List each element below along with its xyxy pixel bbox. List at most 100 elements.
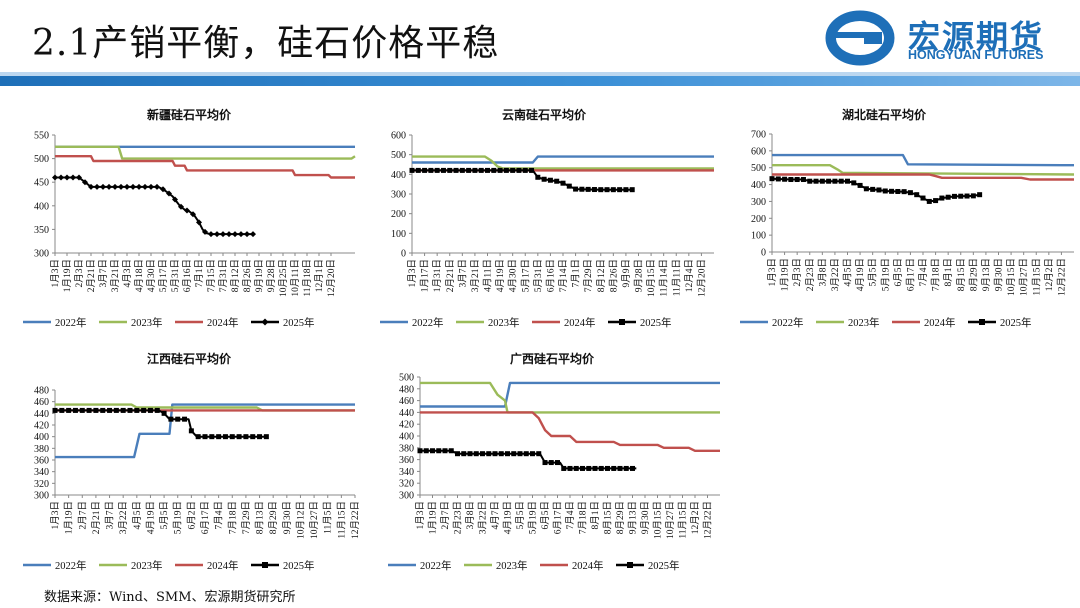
logo-english-text: HONGYUAN FUTURES bbox=[908, 48, 1044, 62]
x-tick-label: 8月15日 bbox=[956, 258, 967, 291]
data-point-marker bbox=[58, 174, 64, 181]
y-tick-label: 320 bbox=[34, 479, 49, 490]
data-point-marker bbox=[876, 187, 882, 193]
data-point-marker bbox=[160, 186, 166, 193]
data-point-marker bbox=[598, 465, 604, 471]
data-point-marker bbox=[554, 178, 560, 184]
y-tick-label: 350 bbox=[34, 225, 49, 236]
legend-label: 2025年 bbox=[283, 559, 315, 572]
data-point-marker bbox=[498, 451, 504, 457]
x-tick-label: 7月4日 bbox=[918, 258, 929, 287]
data-point-marker bbox=[236, 434, 242, 440]
data-point-marker bbox=[555, 460, 560, 466]
data-point-marker bbox=[605, 465, 610, 471]
data-point-marker bbox=[417, 448, 423, 454]
x-tick-label: 9月30日 bbox=[994, 258, 1005, 291]
data-point-marker bbox=[208, 231, 214, 238]
x-tick-label: 2月3日 bbox=[792, 258, 803, 287]
y-tick-label: 500 bbox=[751, 163, 766, 174]
x-tick-label: 8月1日 bbox=[590, 501, 601, 530]
data-point-marker bbox=[567, 465, 573, 471]
data-point-marker bbox=[250, 434, 256, 440]
data-point-marker bbox=[826, 178, 832, 184]
x-tick-label: 1月3日 bbox=[767, 258, 778, 287]
legend: 2022年 2023年 2024年 2025年 bbox=[740, 316, 1032, 329]
x-tick-label: 2月23日 bbox=[453, 501, 464, 534]
x-tick-label: 10月11日 bbox=[290, 259, 301, 297]
x-tick-label: 4月30日 bbox=[146, 259, 157, 292]
series-line-2023年 bbox=[55, 145, 356, 160]
data-point-marker bbox=[178, 203, 184, 210]
data-point-marker bbox=[202, 228, 208, 235]
legend-label: 2024年 bbox=[207, 559, 239, 572]
data-point-marker bbox=[124, 183, 130, 190]
data-point-marker bbox=[461, 451, 467, 457]
x-tick-label: 3月21日 bbox=[110, 259, 121, 292]
legend: 2022年 2023年 2024年 2025年 bbox=[23, 559, 315, 572]
data-point-marker bbox=[459, 167, 465, 173]
data-point-marker bbox=[807, 178, 813, 184]
x-tick-label: 10月27日 bbox=[1019, 258, 1030, 296]
data-point-marker bbox=[120, 407, 126, 413]
data-point-marker bbox=[257, 434, 263, 440]
legend-label: 2023年 bbox=[131, 316, 163, 329]
x-tick-label: 4月19日 bbox=[495, 259, 506, 292]
data-point-marker bbox=[100, 407, 106, 413]
data-point-marker bbox=[436, 448, 442, 454]
y-tick-label: 460 bbox=[34, 397, 49, 408]
x-tick-label: 7月15日 bbox=[206, 259, 217, 292]
x-tick-label: 5月19日 bbox=[173, 501, 184, 534]
y-tick-label: 400 bbox=[34, 432, 49, 443]
data-point-marker bbox=[491, 167, 497, 173]
data-point-marker bbox=[415, 167, 421, 173]
legend-label: 2023年 bbox=[496, 559, 528, 572]
data-point-marker bbox=[629, 187, 635, 193]
data-point-marker bbox=[64, 174, 70, 181]
y-tick-label: 500 bbox=[34, 154, 49, 165]
data-point-marker bbox=[455, 451, 460, 457]
data-point-marker bbox=[863, 186, 869, 192]
chart-title-xinjiang: 新疆硅石平均价 bbox=[147, 108, 232, 122]
x-tick-label: 6月17日 bbox=[905, 258, 916, 291]
x-tick-label: 2月21日 bbox=[91, 501, 102, 534]
data-point-marker bbox=[542, 460, 548, 466]
data-point-marker bbox=[244, 231, 250, 238]
x-tick-label: 2月21日 bbox=[86, 259, 97, 292]
x-tick-label: 3月22日 bbox=[830, 258, 841, 291]
x-tick-label: 4月19日 bbox=[855, 258, 866, 291]
data-point-marker bbox=[188, 428, 194, 434]
data-point-marker bbox=[591, 187, 597, 193]
y-tick-label: 360 bbox=[34, 456, 49, 467]
data-point-marker bbox=[492, 451, 498, 457]
x-tick-label: 8月29日 bbox=[615, 501, 626, 534]
data-point-marker bbox=[914, 192, 920, 198]
data-point-marker bbox=[775, 176, 781, 182]
data-point-marker bbox=[617, 187, 623, 193]
x-tick-label: 6月5日 bbox=[893, 258, 904, 287]
data-point-marker bbox=[440, 167, 446, 173]
chart-title-hubei: 湖北硅石平均价 bbox=[842, 108, 927, 122]
y-tick-label: 100 bbox=[391, 229, 406, 240]
data-point-marker bbox=[423, 448, 429, 454]
x-tick-label: 12月20日 bbox=[326, 259, 337, 297]
x-tick-label: 8月26日 bbox=[608, 259, 619, 292]
x-tick-label: 12月2日 bbox=[1044, 258, 1055, 291]
data-point-marker bbox=[72, 407, 78, 413]
data-point-marker bbox=[485, 167, 490, 173]
x-tick-label: 10月27日 bbox=[309, 501, 320, 539]
data-point-marker bbox=[243, 434, 249, 440]
x-tick-label: 7月31日 bbox=[218, 259, 229, 292]
data-point-marker bbox=[190, 211, 196, 218]
data-point-marker bbox=[503, 167, 509, 173]
legend: 2022年 2023年 2024年 2025年 bbox=[23, 316, 315, 329]
x-tick-label: 7月4日 bbox=[565, 501, 576, 530]
x-tick-label: 10月15日 bbox=[1006, 258, 1017, 296]
x-tick-label: 10月15日 bbox=[653, 501, 664, 539]
legend-label: 2022年 bbox=[420, 559, 452, 572]
data-point-marker bbox=[59, 407, 65, 413]
data-point-marker bbox=[592, 465, 598, 471]
data-point-marker bbox=[561, 465, 567, 471]
data-point-marker bbox=[566, 183, 572, 189]
x-tick-label: 4月30日 bbox=[508, 259, 519, 292]
